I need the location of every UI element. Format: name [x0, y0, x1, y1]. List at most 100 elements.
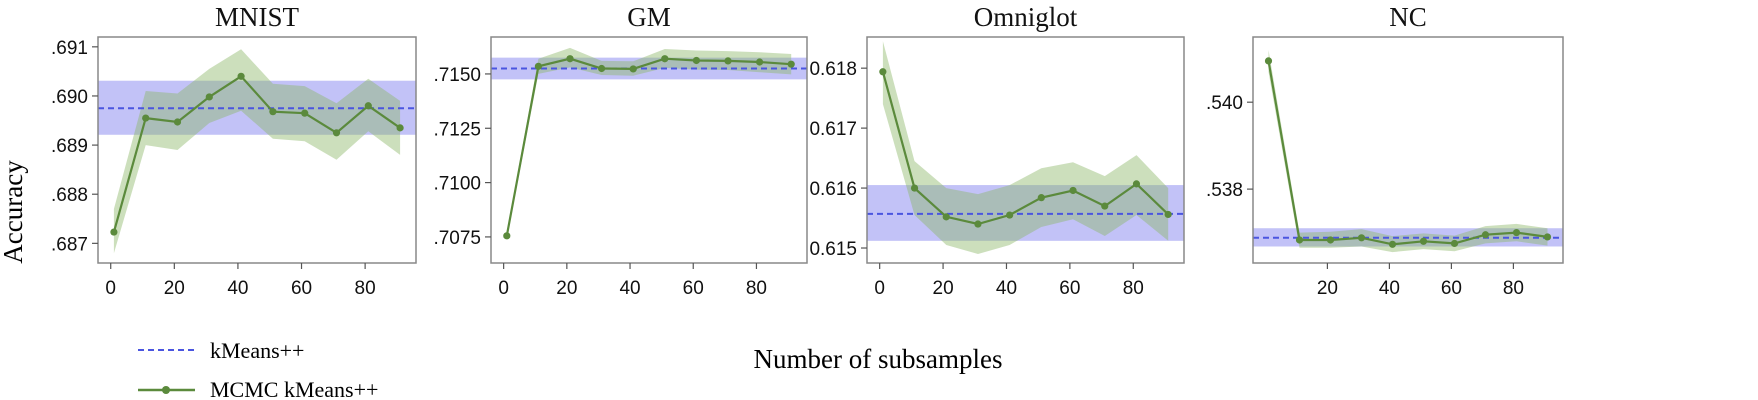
mcmc-point-omniglot-6 — [1069, 186, 1077, 195]
y-tick-label-mnist-4: .691 — [51, 38, 88, 59]
mcmc-point-nc-6 — [1450, 239, 1459, 248]
mcmc-point-nc-0 — [1264, 57, 1273, 65]
mcmc-band-omniglot — [882, 41, 1169, 255]
mcmc-point-gm-9 — [787, 60, 795, 68]
x-tick-label-mnist-0: 0 — [105, 278, 116, 299]
panel-mnist: MNIST 0 20 40 60 80 .687 .688 .689 .690 .691 — [51, 2, 417, 299]
y-tick-label-omniglot-1: 0.616 — [809, 179, 857, 200]
mcmc-mean-line-omniglot — [881, 71, 1169, 226]
x-tick-label-gm-2: 40 — [619, 278, 640, 299]
mcmc-point-omniglot-0 — [879, 68, 887, 76]
mcmc-point-omniglot-2 — [942, 213, 950, 221]
mcmc-point-nc-1 — [1295, 236, 1304, 244]
x-tick-label-nc-2: 60 — [1441, 278, 1462, 299]
mcmc-point-omniglot-9 — [1164, 210, 1172, 219]
x-tick-label-omniglot-3: 60 — [1059, 278, 1080, 299]
chart-title-gm: GM — [627, 2, 671, 32]
legend: kMeans++ MCMC kMeans++ — [138, 338, 378, 400]
shared-x-axis-label: Number of subsamples — [754, 344, 1003, 374]
y-tick-label-omniglot-2: 0.617 — [809, 119, 857, 140]
x-tick-label-mnist-3: 60 — [291, 278, 312, 299]
mcmc-point-gm-6 — [692, 56, 701, 65]
mcmc-mean-line-mnist — [112, 74, 401, 233]
legend-mcmc-label: MCMC kMeans++ — [210, 377, 378, 400]
y-tick-label-mnist-0: .687 — [51, 234, 88, 255]
mcmc-point-gm-2 — [566, 55, 574, 63]
mcmc-band-nc — [1268, 50, 1548, 253]
legend-kmeans-label: kMeans++ — [210, 338, 304, 363]
x-tick-label-gm-3: 60 — [683, 278, 704, 299]
panel-omniglot: Omniglot 0 20 40 60 80 0.615 0.616 0.617 0.618 — [809, 2, 1185, 299]
mcmc-point-gm-0 — [503, 232, 511, 240]
y-tick-label-nc-0: .538 — [1206, 180, 1243, 201]
x-tick-label-gm-1: 20 — [556, 278, 577, 299]
mcmc-point-mnist-6 — [301, 109, 309, 117]
chart-title-mnist: MNIST — [215, 2, 300, 32]
x-tick-label-omniglot-1: 20 — [933, 278, 954, 299]
axes-frame-nc — [1252, 36, 1564, 264]
mcmc-point-nc-9 — [1543, 233, 1552, 241]
y-tick-label-omniglot-3: 0.618 — [809, 59, 857, 80]
panel-nc: NC 20 40 60 80 .538 .540 — [1206, 2, 1564, 299]
mcmc-point-mnist-0 — [110, 228, 118, 236]
axes-frame-mnist — [97, 36, 417, 264]
y-tick-label-mnist-2: .689 — [51, 136, 88, 157]
chart-title-nc: NC — [1389, 2, 1427, 32]
x-tick-label-nc-1: 40 — [1379, 278, 1400, 299]
shared-y-axis-label: Accuracy — [0, 160, 28, 264]
x-tick-label-mnist-4: 80 — [355, 278, 376, 299]
mcmc-point-mnist-5 — [269, 108, 277, 116]
panel-gm: GM 0 20 40 60 80 .7075 .7100 .7125 .7150 — [433, 2, 808, 299]
mcmc-point-mnist-2 — [173, 118, 182, 126]
axes-frame-gm — [490, 36, 808, 264]
mcmc-band-gm — [506, 47, 792, 240]
mcmc-point-nc-7 — [1481, 231, 1490, 239]
x-tick-label-gm-4: 80 — [746, 278, 767, 299]
mcmc-point-nc-2 — [1326, 236, 1335, 244]
x-tick-label-gm-0: 0 — [498, 278, 509, 299]
plot-area-mnist — [98, 49, 416, 254]
mcmc-point-gm-3 — [598, 64, 606, 73]
mcmc-point-nc-4 — [1388, 240, 1397, 248]
chart-panels: MNIST 0 20 40 60 80 .687 .688 .689 .690 .691 GM 0 20 4… — [51, 2, 1564, 299]
chart-title-omniglot: Omniglot — [974, 2, 1078, 32]
mcmc-point-gm-7 — [724, 57, 732, 65]
axes-frame-omniglot — [866, 36, 1185, 264]
mcmc-point-omniglot-5 — [1037, 194, 1045, 202]
mcmc-point-mnist-1 — [142, 114, 150, 122]
y-tick-label-nc-1: .540 — [1206, 93, 1243, 114]
y-tick-label-gm-2: .7125 — [433, 119, 481, 140]
mcmc-point-omniglot-1 — [910, 184, 919, 192]
mcmc-point-gm-8 — [756, 58, 764, 66]
y-tick-label-gm-3: .7150 — [433, 65, 481, 86]
legend-mcmc-marker — [162, 386, 170, 394]
mcmc-point-gm-1 — [534, 62, 543, 70]
x-tick-label-omniglot-4: 80 — [1123, 278, 1144, 299]
mcmc-mean-line-nc — [1267, 60, 1548, 246]
x-tick-label-omniglot-2: 40 — [996, 278, 1017, 299]
mcmc-band-mnist — [113, 49, 401, 254]
y-tick-label-mnist-3: .690 — [51, 87, 88, 108]
mcmc-point-gm-4 — [629, 65, 637, 73]
mcmc-point-omniglot-8 — [1132, 180, 1141, 188]
mcmc-point-nc-8 — [1512, 228, 1521, 237]
mcmc-point-mnist-9 — [396, 124, 404, 132]
mcmc-point-nc-3 — [1357, 234, 1366, 242]
y-tick-label-omniglot-0: 0.615 — [809, 239, 857, 260]
mcmc-point-mnist-4 — [237, 72, 245, 80]
mcmc-point-mnist-3 — [205, 93, 213, 101]
y-tick-label-gm-1: .7100 — [433, 174, 481, 195]
x-tick-label-nc-0: 20 — [1317, 278, 1338, 299]
mcmc-point-mnist-7 — [332, 129, 341, 137]
mcmc-mean-line-gm — [505, 57, 792, 237]
mcmc-point-nc-5 — [1419, 237, 1428, 245]
mcmc-point-omniglot-4 — [1006, 211, 1014, 219]
plot-area-nc — [1253, 50, 1563, 253]
mcmc-point-gm-5 — [661, 55, 669, 63]
plot-area-gm — [491, 47, 807, 240]
x-tick-label-mnist-1: 20 — [164, 278, 185, 299]
mcmc-point-mnist-8 — [364, 102, 372, 110]
y-tick-label-gm-0: .7075 — [433, 228, 481, 249]
plot-area-omniglot — [867, 41, 1184, 255]
